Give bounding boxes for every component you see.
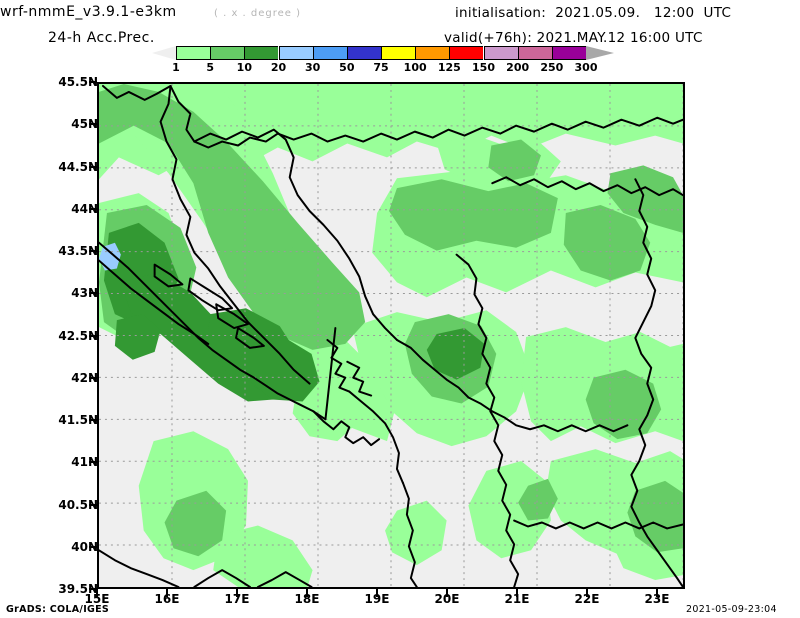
y-axis-label-45N: 45N (71, 117, 98, 132)
x-axis-label-21E: 21E (504, 592, 530, 606)
colorbar-tick-200: 200 (506, 61, 530, 74)
coastline-and-borders (99, 84, 683, 587)
y-axis-label-42.5N: 42.5N (58, 328, 98, 343)
x-axis-label-17E: 17E (224, 592, 250, 606)
y-axis-label-41N: 41N (71, 455, 98, 470)
model-title: wrf-nmmE_v3.9.1-e3km (0, 4, 177, 20)
colorbar-tick-20: 20 (270, 61, 287, 74)
y-axis-label-44N: 44N (71, 201, 98, 216)
y-axis-tick-44N (89, 207, 97, 210)
colorbar-segment-1-5 (176, 46, 211, 60)
x-axis-tick-22E (586, 589, 588, 597)
x-axis-tick-23E (656, 589, 658, 597)
colorbar-tick-250: 250 (540, 61, 564, 74)
y-axis-tick-42.5N (89, 334, 97, 337)
x-axis-label-23E: 23E (644, 592, 670, 606)
y-axis-label-40N: 40N (71, 539, 98, 554)
colorbar-under-arrow (152, 46, 176, 60)
colorbar-over-arrow (586, 46, 614, 60)
y-axis-label-43.5N: 43.5N (58, 244, 98, 258)
colorbar-segment-150-200 (483, 46, 518, 60)
x-axis-tick-21E (516, 589, 518, 597)
colorbar-segment-5-10 (210, 46, 245, 60)
x-axis-tick-17E (236, 589, 238, 597)
y-axis-tick-45N (89, 123, 97, 126)
y-axis-label-44.5N: 44.5N (58, 159, 98, 174)
x-axis-tick-19E (376, 589, 378, 597)
colorbar-tick-1: 1 (172, 61, 180, 74)
render-timestamp: 2021-05-09-23:04 (686, 604, 777, 615)
precip-band-20-30mm (99, 242, 121, 271)
colorbar-tick-5: 5 (206, 61, 214, 74)
x-axis-label-22E: 22E (574, 592, 600, 606)
y-axis-label-42N: 42N (71, 370, 98, 385)
grads-credit: GrADS: COLA/IGES (6, 604, 110, 615)
x-axis-label-15E: 15E (84, 592, 110, 606)
y-axis-tick-42N (89, 376, 97, 379)
y-axis-label-40.5N: 40.5N (58, 497, 98, 512)
colorbar-segment-50-75 (346, 46, 381, 60)
y-axis-tick-40.5N (89, 503, 97, 506)
grid-resolution-note: ( . x . degree ) (214, 8, 302, 19)
x-axis-tick-18E (306, 589, 308, 597)
y-axis-label-39.5N: 39.5N (58, 582, 98, 596)
colorbar-segment-100-125 (415, 46, 450, 60)
colorbar-segment-125-150 (449, 46, 484, 60)
colorbar-tick-30: 30 (305, 61, 321, 74)
precip-band-10-20mm (103, 222, 485, 402)
colorbar-tick-10: 10 (236, 61, 252, 74)
y-axis-tick-43N (89, 292, 97, 295)
y-axis-label-43N: 43N (71, 286, 98, 301)
colorbar-legend: 1 5 10 20 30 50 75 100 125 150 200 250 300 (152, 46, 614, 74)
precipitation-map (99, 84, 683, 587)
y-axis-tick-40N (89, 545, 97, 548)
colorbar-tick-150: 150 (472, 61, 495, 74)
colorbar-tick-75: 75 (373, 61, 389, 74)
y-axis-tick-44.5N (89, 165, 97, 168)
colorbar-segment-250-300 (551, 46, 586, 60)
map-plot-area (97, 82, 685, 589)
y-axis-tick-41N (89, 461, 97, 464)
y-axis-tick-43.5N (89, 250, 97, 252)
x-axis-tick-20E (446, 589, 448, 597)
x-axis-tick-15E (96, 589, 98, 597)
colorbar-tick-125: 125 (437, 61, 461, 74)
x-axis-label-20E: 20E (434, 592, 460, 606)
colorbar-segment-200-250 (517, 46, 552, 60)
x-axis-tick-16E (166, 589, 168, 597)
initialisation-time: initialisation: 2021.05.09. 12:00 UTC (455, 5, 732, 21)
x-axis-label-16E: 16E (154, 592, 180, 606)
colorbar-tick-300: 300 (574, 61, 598, 74)
valid-time: valid(+76h): 2021.MAY.12 16:00 UTC (444, 30, 703, 46)
x-axis-label-18E: 18E (294, 592, 320, 606)
y-axis-tick-39.5N (89, 588, 97, 590)
colorbar-tick-50: 50 (339, 61, 355, 74)
y-axis-label-41.5N: 41.5N (58, 413, 98, 427)
colorbar-segment-20-30 (278, 46, 313, 60)
field-title: 24-h Acc.Prec. (48, 30, 155, 46)
colorbar-segment-75-100 (381, 46, 416, 60)
colorbar-segment-10-20 (244, 46, 279, 60)
colorbar-tick-100: 100 (403, 61, 427, 74)
y-axis-label-45.5N: 45.5N (58, 75, 98, 89)
y-axis-tick-45.5N (89, 81, 97, 83)
y-axis-tick-41.5N (89, 419, 97, 421)
x-axis-label-19E: 19E (364, 592, 390, 606)
colorbar-segment-30-50 (312, 46, 347, 60)
